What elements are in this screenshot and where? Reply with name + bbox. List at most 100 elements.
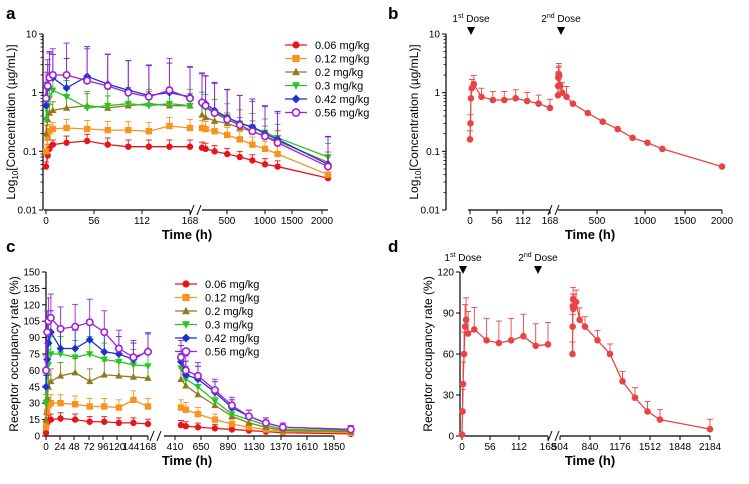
series-c-5-point bbox=[210, 386, 219, 395]
x-tick-label-c: 48 bbox=[68, 442, 80, 453]
series-c-2-point bbox=[177, 375, 185, 382]
series-c-0-point bbox=[101, 418, 108, 425]
legend-label-c: 0.42 mg/kg bbox=[205, 333, 259, 345]
series-a-5-point bbox=[103, 81, 112, 90]
series-c-3-point bbox=[182, 376, 190, 383]
series-d-point bbox=[572, 298, 580, 306]
series-a-1-point bbox=[249, 141, 256, 148]
series-d-point bbox=[458, 431, 466, 438]
series-c-5-point bbox=[144, 347, 153, 356]
y-tick-label-a: 1 bbox=[31, 88, 37, 99]
y-axis-label-c: Receptor occupancy rate (%) bbox=[7, 276, 21, 431]
dose-arrow-b2 bbox=[557, 27, 565, 35]
series-c-0-point bbox=[86, 418, 93, 425]
axis-break-d bbox=[547, 430, 560, 442]
x-tick-label-a: 0 bbox=[43, 216, 49, 227]
series-d-point bbox=[507, 337, 515, 344]
series-c-5-point bbox=[244, 412, 253, 421]
series-c-4-point bbox=[100, 347, 109, 356]
series-c-0-point bbox=[211, 425, 219, 432]
x-tick-label-a: 500 bbox=[219, 216, 236, 227]
series-b-point bbox=[467, 120, 474, 127]
x-axis-label-c: Time (h) bbox=[162, 453, 212, 468]
x-tick-label-c: 168 bbox=[140, 442, 157, 453]
legend-marker-c bbox=[181, 347, 191, 356]
series-a-0-point bbox=[211, 148, 218, 155]
series-c-2-point bbox=[211, 401, 219, 409]
x-tick-label-c: 1610 bbox=[296, 442, 319, 453]
series-a-5-point bbox=[83, 76, 92, 85]
y-tick-label-a: 0.01 bbox=[18, 206, 38, 217]
series-a-1-point bbox=[324, 171, 332, 178]
series-b-point bbox=[718, 163, 726, 170]
series-b-point bbox=[629, 134, 636, 142]
series-c-0-point bbox=[177, 421, 185, 429]
legend-marker-a bbox=[291, 94, 301, 104]
series-a-0-point bbox=[202, 145, 209, 153]
series-c-0-point bbox=[71, 416, 79, 423]
y-tick-label-d: 90 bbox=[443, 309, 455, 320]
dose-label-b2: 2nd Dose bbox=[541, 13, 581, 25]
dose-arrow-d1 bbox=[459, 266, 467, 274]
legend-label-c: 0.2 mg/kg bbox=[205, 306, 253, 318]
series-a-1-point bbox=[46, 128, 53, 135]
series-d-line bbox=[461, 319, 549, 435]
series-c-1-point bbox=[47, 400, 55, 407]
series-b-point bbox=[555, 73, 563, 80]
series-b-point bbox=[535, 100, 542, 107]
series-c-5-point bbox=[181, 366, 190, 375]
series-b-line bbox=[469, 82, 551, 140]
axis-break-a bbox=[189, 204, 202, 216]
series-a-0-point bbox=[145, 143, 153, 150]
x-tick-label-b: 500 bbox=[589, 216, 606, 227]
series-a-5-point bbox=[260, 132, 269, 141]
series-c-3-point bbox=[56, 351, 65, 358]
series-c-5-point bbox=[227, 401, 236, 410]
series-c-0-point bbox=[228, 426, 236, 433]
series-b-point bbox=[546, 104, 554, 112]
series-c-3-point bbox=[211, 398, 219, 405]
series-c-3-point bbox=[71, 354, 79, 362]
legend-marker-a bbox=[292, 67, 300, 76]
series-c-3-point bbox=[86, 351, 94, 358]
x-tick-label-d: 1176 bbox=[609, 442, 631, 453]
legend-label-c: 0.06 mg/kg bbox=[205, 279, 259, 291]
series-c-2-point bbox=[47, 377, 55, 385]
series-a-1-point bbox=[63, 124, 70, 132]
series-c-2-point bbox=[71, 368, 79, 376]
y-tick-label-d: 120 bbox=[437, 268, 454, 279]
series-c-1-point bbox=[86, 403, 93, 410]
x-tick-label-b: 168 bbox=[542, 216, 559, 227]
series-b-point bbox=[659, 145, 666, 153]
series-c-0-point bbox=[194, 424, 202, 431]
series-a-1-point bbox=[186, 124, 194, 132]
series-c-5-point bbox=[46, 313, 55, 322]
series-a-4-point bbox=[62, 84, 71, 93]
series-c-4-point bbox=[42, 382, 50, 391]
y-tick-label-c: 45 bbox=[29, 382, 41, 393]
series-c-3-point bbox=[43, 373, 51, 380]
series-a-1-point bbox=[104, 126, 111, 134]
series-d-point bbox=[520, 332, 527, 340]
series-a-0-point bbox=[63, 139, 70, 146]
series-c-1-point bbox=[228, 420, 236, 428]
series-a-5-point bbox=[235, 121, 244, 130]
series-a-4-point bbox=[42, 101, 50, 110]
series-d-point bbox=[594, 337, 601, 344]
x-tick-label-d: 112 bbox=[511, 442, 527, 453]
series-c-5-point bbox=[346, 425, 355, 434]
series-c-0-point bbox=[47, 416, 55, 423]
series-a-0-point bbox=[261, 161, 269, 168]
series-b-point bbox=[569, 100, 577, 107]
series-a-1-point bbox=[236, 136, 243, 143]
legend-marker-a bbox=[291, 108, 301, 117]
series-b-line bbox=[557, 73, 723, 168]
series-c-3-point bbox=[228, 411, 236, 418]
series-d-point bbox=[576, 316, 583, 324]
series-c-3-point bbox=[129, 362, 138, 369]
series-a-5-point bbox=[165, 86, 174, 95]
series-c-1-point bbox=[115, 404, 123, 411]
legend-label-c: 0.12 mg/kg bbox=[205, 293, 259, 305]
series-d-point bbox=[706, 425, 714, 433]
series-a-1-point bbox=[202, 125, 209, 133]
